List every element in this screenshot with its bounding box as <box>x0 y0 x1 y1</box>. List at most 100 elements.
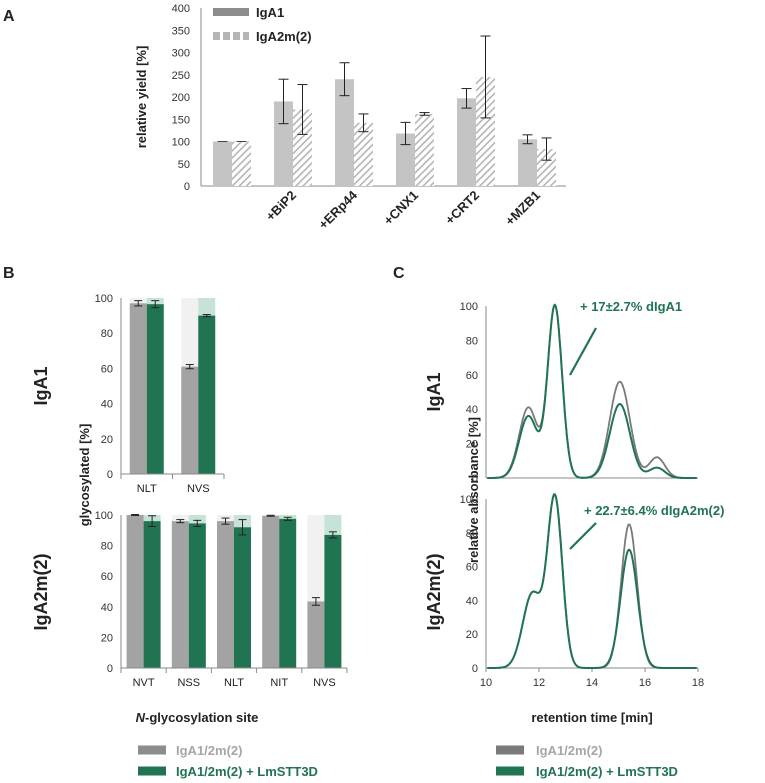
chart-a-bar-iga2 <box>293 109 312 186</box>
chart-b-x-tick-label: NSS <box>177 677 200 689</box>
chart-glycosylation: IgA1 IgA2m(2) glycosylated [%] 0 20 40 60 80… <box>31 293 348 779</box>
panel-label-b: B <box>3 265 15 282</box>
chart-c-y-tick-label: 80 <box>466 528 478 540</box>
chart-b-y-axis-label: glycosylated [%] <box>77 424 92 527</box>
chart-c-y-tick-label: 0 <box>472 473 478 485</box>
chart-a-bar-iga1 <box>274 101 293 186</box>
chart-b-x-axis-label: N-glycosylation site <box>136 710 259 725</box>
chart-chromatograms: IgA1 IgA2m(2) relative absorbance [%] 0 2… <box>424 299 724 779</box>
chart-c-annotation: + 22.7±6.4% dIgA2m(2) <box>584 503 724 518</box>
chart-b-y-tick-label: 100 <box>95 510 113 522</box>
chart-b-bar-gray <box>217 521 234 668</box>
chart-b-x-axis-label-rest: -glycosylation site <box>145 710 258 725</box>
chart-c-row-label-iga1: IgA1 <box>424 372 444 411</box>
chart-b-y-tick-label: 40 <box>101 602 113 614</box>
chart-b-bar-green <box>279 518 297 668</box>
chart-b-bar-green <box>188 523 206 668</box>
chart-b-bar-remainder-green <box>198 298 216 316</box>
chart-b-x-tick-label: NVS <box>313 677 336 689</box>
chart-b-bar-remainder-green <box>188 515 206 524</box>
chart-c-y-tick-label: 60 <box>466 370 478 382</box>
chart-b-y-tick-label: 100 <box>95 293 113 305</box>
chart-a-legend-swatch-iga1 <box>213 8 249 16</box>
chart-a-y-tick-label: 100 <box>172 137 190 149</box>
chart-b-y-tick-label: 60 <box>101 571 113 583</box>
chart-a-y-axis-label: relative yield [%] <box>134 46 149 149</box>
chart-b-bar-remainder-gray <box>171 515 189 522</box>
chart-c-annotation-pointer <box>569 522 597 550</box>
chart-b-x-tick-label: NLT <box>137 483 157 495</box>
chart-b-bar-green <box>234 527 251 668</box>
chart-a-bar-iga1 <box>518 139 537 186</box>
chart-c-x-tick-label: 18 <box>692 677 704 689</box>
chart-b-bar-green <box>143 521 161 668</box>
chart-c-series-line-gray <box>487 303 697 479</box>
chart-b-bar-gray <box>262 515 280 668</box>
chart-c-x-tick-label: 10 <box>480 677 492 689</box>
chart-a-x-tick-label: +BiP2 <box>263 188 299 224</box>
chart-a-y-tick-label: 0 <box>184 181 190 193</box>
chart-c-y-tick-label: 0 <box>472 663 478 675</box>
panel-label-a: A <box>3 8 15 25</box>
chart-c-legend-label-gray: IgA1/2m(2) <box>536 743 602 758</box>
chart-c-y-tick-label: 100 <box>460 494 478 506</box>
chart-a-x-tick-label: +MZB1 <box>502 188 543 229</box>
chart-b-y-tick-label: 0 <box>107 469 113 481</box>
chart-a-bar-iga1 <box>457 98 476 186</box>
chart-a-y-tick-label: 150 <box>172 114 190 126</box>
chart-c-x-tick-label: 14 <box>586 677 598 689</box>
chart-b-bar-green <box>198 315 216 474</box>
chart-a-y-tick-label: 300 <box>172 48 190 60</box>
chart-c-series-line-green <box>487 303 697 479</box>
chart-b-y-tick-label: 80 <box>101 541 113 553</box>
chart-c-y-tick-label: 100 <box>460 301 478 313</box>
chart-b-x-tick-label: NVS <box>187 483 210 495</box>
chart-a-bar-iga2 <box>415 113 434 186</box>
chart-c-y-tick-label: 40 <box>466 404 478 416</box>
chart-b-y-tick-label: 0 <box>107 663 113 675</box>
chart-b-bar-green <box>324 534 342 668</box>
chart-a-y-tick-label: 400 <box>172 3 190 15</box>
chart-a-bar-iga2 <box>354 122 373 186</box>
panel-label-c: C <box>393 265 405 282</box>
chart-b-bar-green <box>146 304 164 474</box>
chart-b-y-tick-label: 40 <box>101 399 113 411</box>
chart-c-legend-label-green: IgA1/2m(2) + LmSTT3D <box>536 764 678 779</box>
chart-a-x-tick-label: +ERp44 <box>316 187 361 232</box>
chart-b-bar-gray <box>129 303 147 474</box>
chart-b-bar-remainder-green <box>324 515 342 535</box>
chart-c-x-tick-label: 16 <box>639 677 651 689</box>
chart-a-y-tick-label: 200 <box>172 92 190 104</box>
chart-b-x-tick-label: NVT <box>133 677 155 689</box>
chart-a-bar-iga1 <box>335 79 354 186</box>
chart-a-legend-label-iga2: IgA2m(2) <box>256 29 312 44</box>
chart-b-legend-label-green: IgA1/2m(2) + LmSTT3D <box>176 764 318 779</box>
chart-a-y-tick-label: 50 <box>178 159 190 171</box>
chart-a-y-tick-label: 250 <box>172 70 190 82</box>
chart-b-bar-remainder-gray <box>181 298 199 367</box>
chart-relative-yield: relative yield [%] 0 50 100 150 200 250 300 350… <box>134 3 566 232</box>
chart-c-x-tick-label: 12 <box>533 677 545 689</box>
chart-c-y-tick-label: 20 <box>466 439 478 451</box>
chart-b-x-tick-label: NLT <box>224 677 244 689</box>
chart-b-bar-gray <box>171 521 189 668</box>
chart-c-y-tick-label: 80 <box>466 335 478 347</box>
chart-b-bar-gray <box>126 515 144 668</box>
chart-c-row-label-iga2: IgA2m(2) <box>424 553 444 630</box>
chart-a-x-tick-label: +CRT2 <box>442 188 482 228</box>
chart-a-y-tick-label: 350 <box>172 25 190 37</box>
chart-a-bar-iga2 <box>232 141 251 186</box>
chart-c-y-tick-label: 40 <box>466 595 478 607</box>
chart-c-y-axis-label: relative absorbance [%] <box>466 417 481 563</box>
chart-a-bar-iga1 <box>213 141 232 186</box>
chart-b-x-axis-label-italic: N <box>136 710 146 725</box>
chart-b-row-label-iga1: IgA1 <box>31 366 51 405</box>
chart-c-x-axis-label: retention time [min] <box>531 710 652 725</box>
chart-a-legend-label-iga1: IgA1 <box>256 5 284 20</box>
chart-c-annotation-pointer <box>569 327 597 376</box>
chart-a-bar-iga1 <box>396 133 415 186</box>
chart-b-y-tick-label: 20 <box>101 632 113 644</box>
chart-b-y-tick-label: 60 <box>101 363 113 375</box>
chart-a-x-tick-label: +CNX1 <box>381 188 422 229</box>
